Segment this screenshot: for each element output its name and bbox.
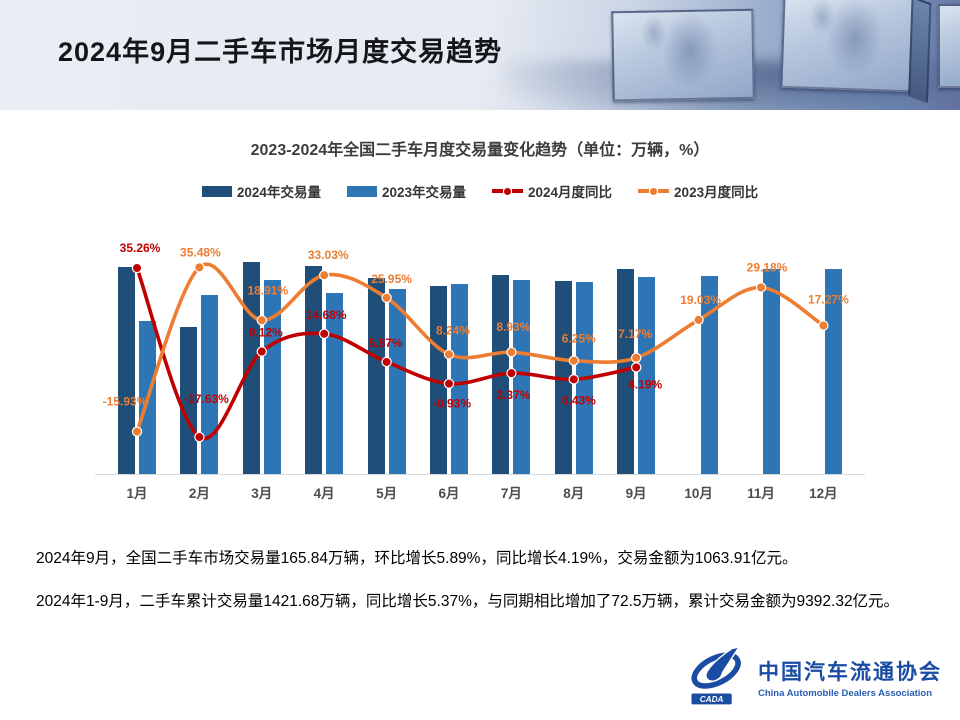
- x-axis-label: 3月: [251, 486, 273, 501]
- chart-legend: 2024年交易量 2023年交易量 2024月度同比 2023月度同比: [0, 181, 960, 201]
- bar-2023年交易量: [201, 295, 219, 474]
- x-axis-labels: 1月 2月 3月 4月 5月 6月 7月 8月 9月 10月 11月 12月: [95, 482, 865, 502]
- x-axis-label: 7月: [500, 486, 522, 501]
- cube-graphic: [611, 8, 755, 102]
- note-september: 2024年9月，全国二手车市场交易量165.84万辆，环比增长5.89%，同比增…: [36, 550, 798, 567]
- bar-2023年交易量: [575, 282, 593, 474]
- cada-logo: CADA 中国汽车流通协会 China Automobile Dealers A…: [686, 646, 942, 708]
- logo-name-cn: 中国汽车流通协会: [758, 660, 942, 684]
- legend-item-2023-yoy: 2023月度同比: [638, 181, 758, 201]
- bar-2023年交易量: [700, 275, 718, 474]
- bar-2024年交易量: [367, 278, 385, 474]
- legend-label: 2023年交易量: [381, 185, 466, 200]
- line-swatch-icon: [492, 187, 523, 195]
- cada-emblem-icon: CADA: [691, 646, 741, 705]
- page-title: 2024年9月二手车市场月度交易趋势: [58, 37, 503, 67]
- bar-2024年交易量: [305, 266, 323, 474]
- x-axis-label: 12月: [809, 486, 838, 501]
- x-axis-label: 2月: [188, 486, 210, 501]
- x-axis-label: 9月: [625, 486, 647, 501]
- cube-graphic: [938, 4, 960, 88]
- bar-2023年交易量: [326, 293, 344, 474]
- bar-swatch-icon: [201, 185, 232, 197]
- header-banner: 2024年9月二手车市场月度交易趋势: [0, 0, 960, 110]
- line-swatch-icon: [638, 187, 670, 195]
- legend-label: 2023月度同比: [674, 185, 759, 200]
- legend-item-2024-volume: 2024年交易量: [201, 181, 321, 201]
- bar-2023年交易量: [513, 279, 531, 474]
- svg-text:CADA: CADA: [700, 695, 724, 704]
- bar-swatch-icon: [346, 185, 377, 197]
- legend-item-2024-yoy: 2024月度同比: [492, 181, 612, 201]
- legend-item-2023-volume: 2023年交易量: [346, 181, 466, 201]
- legend-label: 2024年交易量: [236, 185, 321, 200]
- logo-name-en: China Automobile Dealers Association: [758, 687, 933, 699]
- bar-2024年交易量: [118, 266, 135, 474]
- bar-2024年交易量: [180, 326, 198, 474]
- bar-2024年交易量: [430, 285, 447, 474]
- x-axis-label: 1月: [126, 486, 148, 501]
- x-axis-label: 6月: [438, 486, 460, 501]
- bar-2023年交易量: [451, 284, 468, 474]
- bar-2024年交易量: [242, 262, 260, 474]
- legend-label: 2024月度同比: [528, 185, 613, 200]
- note-cumulative: 2024年1-9月，二手车累计交易量1421.68万辆，同比增长5.37%，与同…: [36, 593, 900, 610]
- bar-2023年交易量: [638, 277, 656, 474]
- plot-area: 35.26% -17.63% 9.12% 14.68% 5.87% -0.93% 2.37%…: [95, 230, 865, 475]
- x-axis-label: 10月: [684, 486, 713, 501]
- bar-2023年交易量: [763, 268, 780, 474]
- bar-2023年交易量: [263, 279, 281, 474]
- x-axis-label: 5月: [376, 486, 398, 501]
- x-axis-label: 8月: [563, 486, 585, 501]
- bar-2023年交易量: [388, 288, 406, 474]
- x-axis-label: 4月: [313, 486, 335, 501]
- bar-2024年交易量: [492, 275, 510, 474]
- chart-title: 2023-2024年全国二手车月度交易量变化趋势（单位：万辆，%）: [250, 142, 710, 159]
- bar-2024年交易量: [554, 281, 572, 474]
- bar-2024年交易量: [617, 269, 635, 474]
- bar-2023年交易量: [139, 320, 156, 474]
- x-axis-label: 11月: [747, 486, 775, 501]
- bars-layer: [95, 230, 865, 474]
- cube-graphic: [780, 0, 932, 104]
- bar-2023年交易量: [825, 268, 843, 474]
